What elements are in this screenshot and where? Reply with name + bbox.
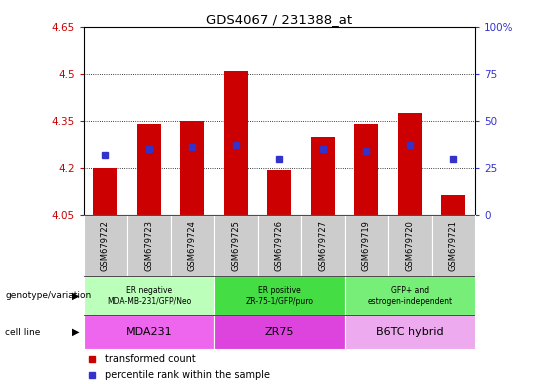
Text: ▶: ▶ (72, 291, 80, 301)
Bar (345, 215, 388, 276)
Text: percentile rank within the sample: percentile rank within the sample (105, 370, 270, 381)
Bar (84, 276, 214, 315)
Text: GSM679719: GSM679719 (362, 220, 371, 271)
Text: GSM679723: GSM679723 (145, 220, 153, 271)
Bar (214, 276, 345, 315)
Bar (137, 124, 161, 215)
Text: GFP+ and
estrogen-independent: GFP+ and estrogen-independent (367, 286, 453, 306)
Text: GSM679721: GSM679721 (449, 220, 458, 271)
Text: genotype/variation: genotype/variation (5, 291, 92, 300)
Text: ER positive
ZR-75-1/GFP/puro: ER positive ZR-75-1/GFP/puro (246, 286, 313, 306)
Bar (267, 170, 292, 215)
Title: GDS4067 / 231388_at: GDS4067 / 231388_at (206, 13, 353, 26)
Bar (388, 215, 431, 276)
Text: cell line: cell line (5, 328, 41, 337)
Bar (127, 215, 171, 276)
Bar (84, 315, 214, 349)
Bar (93, 168, 117, 215)
Text: GSM679722: GSM679722 (101, 220, 110, 271)
Text: GSM679726: GSM679726 (275, 220, 284, 271)
Bar (398, 113, 422, 215)
Bar (224, 71, 248, 215)
Text: ▶: ▶ (72, 327, 80, 337)
Bar (301, 215, 345, 276)
Bar (442, 195, 465, 215)
Text: GSM679720: GSM679720 (406, 220, 415, 271)
Text: B6TC hybrid: B6TC hybrid (376, 327, 444, 337)
Bar (214, 315, 345, 349)
Bar (258, 215, 301, 276)
Text: ER negative
MDA-MB-231/GFP/Neo: ER negative MDA-MB-231/GFP/Neo (107, 286, 191, 306)
Bar (431, 215, 475, 276)
Bar (311, 137, 335, 215)
Bar (171, 215, 214, 276)
Text: MDA231: MDA231 (126, 327, 172, 337)
Text: ZR75: ZR75 (265, 327, 294, 337)
Bar (345, 315, 475, 349)
Bar (180, 121, 205, 215)
Text: GSM679724: GSM679724 (188, 220, 197, 271)
Bar (214, 215, 258, 276)
Bar (354, 124, 379, 215)
Bar (345, 276, 475, 315)
Bar (84, 215, 127, 276)
Text: transformed count: transformed count (105, 354, 196, 364)
Text: GSM679727: GSM679727 (319, 220, 327, 271)
Text: GSM679725: GSM679725 (232, 220, 240, 271)
